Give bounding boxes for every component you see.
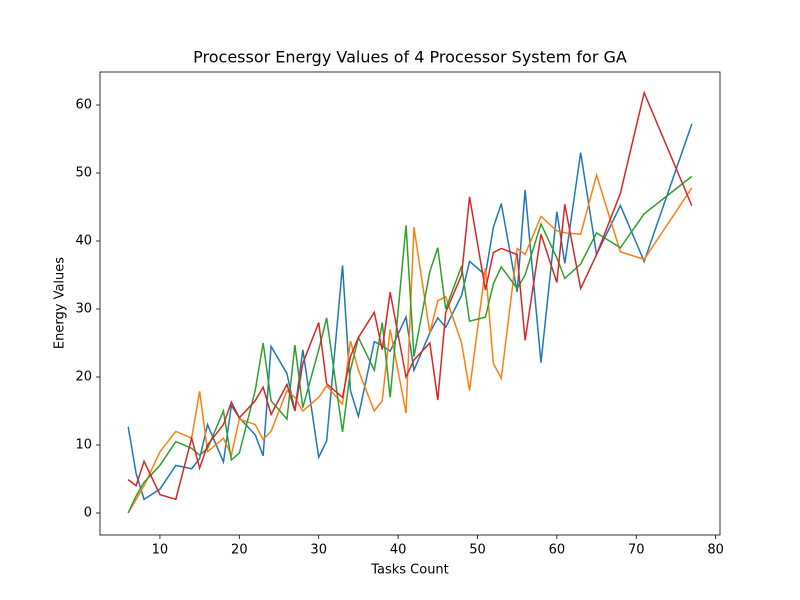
plot-frame (99, 71, 721, 536)
series-line (127, 172, 693, 514)
chart-title: Processor Energy Values of 4 Processor S… (193, 48, 627, 67)
x-tick-label: 10 (152, 543, 169, 558)
series-line (127, 90, 693, 501)
y-tick-label: 0 (84, 505, 92, 520)
x-tick-label: 80 (707, 543, 724, 558)
x-tick-label: 40 (390, 543, 407, 558)
y-tick-label: 50 (75, 165, 92, 180)
x-tick-label: 70 (628, 543, 645, 558)
x-tick-label: 20 (231, 543, 248, 558)
y-tick-label: 40 (75, 233, 92, 248)
x-axis-label: Tasks Count (370, 563, 449, 578)
y-axis-label: Energy Values (53, 257, 68, 349)
y-tick-label: 30 (75, 301, 92, 316)
x-tick-label: 60 (549, 543, 566, 558)
y-tick-label: 10 (75, 437, 92, 452)
y-tick-label: 60 (75, 97, 92, 112)
x-tick-label: 50 (469, 543, 486, 558)
y-tick-label: 20 (75, 369, 92, 384)
x-tick-label: 30 (310, 543, 327, 558)
series-line (127, 175, 693, 514)
